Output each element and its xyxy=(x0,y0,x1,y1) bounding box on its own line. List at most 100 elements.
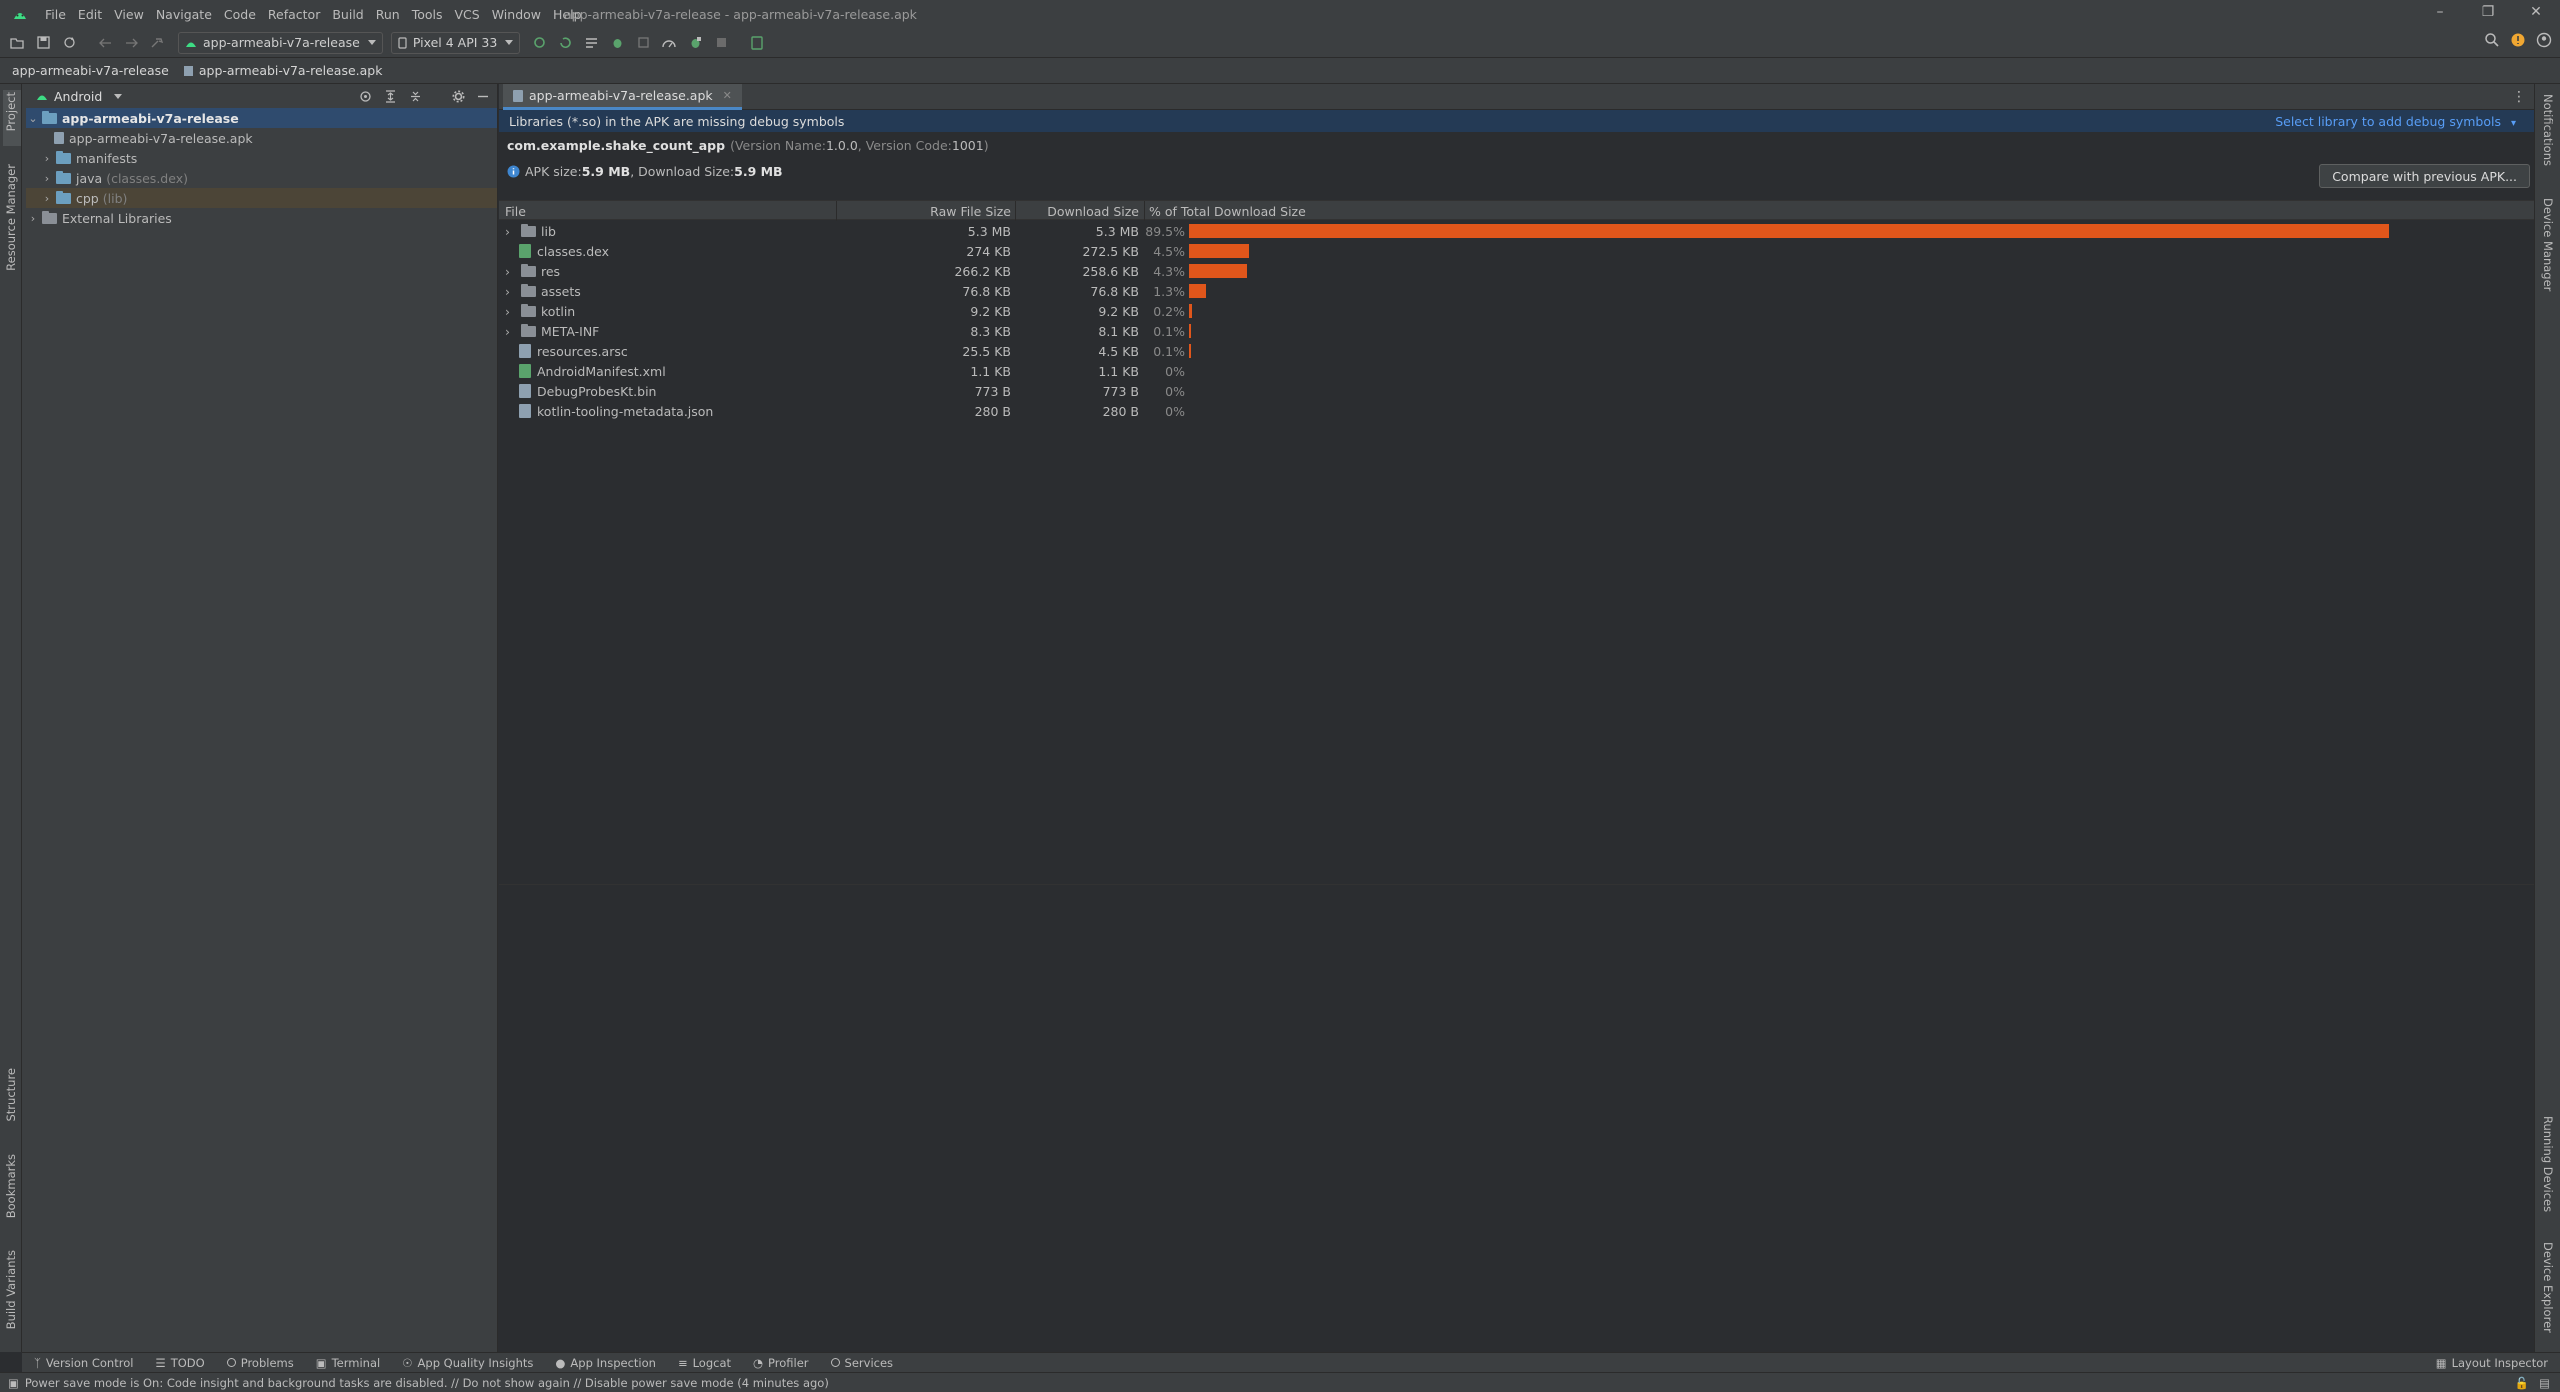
header-file[interactable]: File xyxy=(505,204,526,219)
build-variants-tool-button[interactable]: Build Variants xyxy=(4,1250,18,1330)
chevron-right-icon[interactable]: › xyxy=(505,224,510,239)
restore-icon[interactable]: ❐ xyxy=(2481,4,2495,20)
chevron-right-icon[interactable]: › xyxy=(505,324,510,339)
sync-icon[interactable] xyxy=(58,32,80,54)
menu-view[interactable]: View xyxy=(114,7,144,22)
project-tool-button[interactable]: Project xyxy=(4,92,18,132)
chevron-right-icon[interactable]: › xyxy=(44,191,50,205)
tree-item-manifests[interactable]: › manifests xyxy=(26,148,497,168)
chevron-down-icon[interactable] xyxy=(114,93,123,99)
menu-edit[interactable]: Edit xyxy=(77,7,103,22)
status-message[interactable]: Power save mode is On: Code insight and … xyxy=(24,1375,829,1390)
problems-tool-button[interactable]: Problems xyxy=(226,1356,294,1370)
close-icon[interactable]: ✕ xyxy=(2530,4,2542,20)
table-row[interactable]: classes.dex 274 KB 272.5 KB 4.5% xyxy=(499,241,2534,261)
back-arrow-icon[interactable] xyxy=(94,32,116,54)
profiler-tool-button[interactable]: ◔ Profiler xyxy=(753,1356,809,1370)
tree-item-java[interactable]: › java (classes.dex) xyxy=(26,168,497,188)
services-tool-button[interactable]: Services xyxy=(830,1356,893,1370)
table-row[interactable]: AndroidManifest.xml 1.1 KB 1.1 KB 0% xyxy=(499,361,2534,381)
header-download-size[interactable]: Download Size xyxy=(1047,204,1139,219)
version-control-tool-button[interactable]: ᛉ Version Control xyxy=(34,1355,134,1370)
menu-file[interactable]: File xyxy=(45,7,66,22)
menu-run[interactable]: Run xyxy=(375,7,400,22)
device-manager-tool-button[interactable]: Device Manager xyxy=(2541,198,2555,292)
forward-arrow-icon[interactable] xyxy=(120,32,142,54)
gear-icon[interactable] xyxy=(452,90,465,103)
notifications-tool-button[interactable]: Notifications xyxy=(2541,94,2555,166)
app-quality-insights-tool-button[interactable]: ☉ App Quality Insights xyxy=(402,1356,533,1370)
compare-with-previous-button[interactable]: Compare with previous APK... xyxy=(2319,164,2530,188)
tab-apk[interactable]: app-armeabi-v7a-release.apk ✕ xyxy=(503,84,742,110)
logcat-tool-button[interactable]: ≡ Logcat xyxy=(678,1356,731,1370)
bookmarks-tool-button[interactable]: Bookmarks xyxy=(4,1154,18,1219)
structure-tool-button[interactable]: Structure xyxy=(4,1068,18,1122)
rerun-icon[interactable] xyxy=(528,32,550,54)
menu-help[interactable]: Help xyxy=(553,7,582,22)
resource-manager-tool-button[interactable]: Resource Manager xyxy=(4,164,18,271)
menu-build[interactable]: Build xyxy=(332,7,364,22)
todo-tool-button[interactable]: ☰ TODO xyxy=(155,1356,204,1370)
run-configuration-select[interactable]: app-armeabi-v7a-release xyxy=(178,31,383,54)
hide-panel-icon[interactable] xyxy=(477,90,489,103)
open-folder-icon[interactable] xyxy=(6,32,28,54)
layout-inspector-tool-button[interactable]: ▦ Layout Inspector xyxy=(2436,1356,2548,1370)
breadcrumb-file[interactable]: app-armeabi-v7a-release.apk xyxy=(198,63,383,78)
running-devices-tool-button[interactable]: Running Devices xyxy=(2541,1116,2555,1213)
tree-item-project-root[interactable]: ⌄ app-armeabi-v7a-release xyxy=(26,108,497,128)
terminal-tool-button[interactable]: ▣ Terminal xyxy=(316,1356,380,1370)
updates-icon[interactable] xyxy=(2510,32,2526,48)
debug-bug-icon[interactable] xyxy=(606,32,628,54)
tree-item-cpp[interactable]: › cpp (lib) xyxy=(26,188,497,208)
apply-changes-icon[interactable] xyxy=(554,32,576,54)
chevron-right-icon[interactable]: › xyxy=(505,284,510,299)
more-options-icon[interactable]: ⋮ xyxy=(2512,89,2526,105)
close-tab-icon[interactable]: ✕ xyxy=(722,89,732,102)
menu-window[interactable]: Window xyxy=(491,7,542,22)
chevron-down-icon[interactable]: ⌄ xyxy=(28,111,38,125)
search-icon[interactable] xyxy=(2484,32,2500,48)
menu-tools[interactable]: Tools xyxy=(411,7,443,22)
device-select[interactable]: Pixel 4 API 33 xyxy=(390,31,521,54)
collapse-all-icon[interactable] xyxy=(409,90,422,103)
run-tasks-icon[interactable] xyxy=(580,32,602,54)
table-row[interactable]: › assets 76.8 KB 76.8 KB 1.3% xyxy=(499,281,2534,301)
chevron-right-icon[interactable]: › xyxy=(44,151,50,165)
device-explorer-tool-button[interactable]: Device Explorer xyxy=(2541,1242,2555,1333)
menu-refactor[interactable]: Refactor xyxy=(267,7,321,22)
header-raw-size[interactable]: Raw File Size xyxy=(930,204,1011,219)
chevron-right-icon[interactable]: › xyxy=(44,171,50,185)
build-hammer-icon[interactable] xyxy=(146,32,168,54)
debug-attach-icon[interactable] xyxy=(684,32,706,54)
attach-debugger-icon[interactable] xyxy=(632,32,654,54)
menu-navigate[interactable]: Navigate xyxy=(155,7,212,22)
save-all-icon[interactable] xyxy=(32,32,54,54)
view-mode-select[interactable]: Android xyxy=(54,88,103,104)
panel-divider[interactable] xyxy=(499,884,2534,885)
status-panel-icon[interactable]: ▣ xyxy=(8,1375,19,1390)
expand-all-icon[interactable] xyxy=(384,89,397,103)
breadcrumb-project[interactable]: app-armeabi-v7a-release xyxy=(12,63,169,78)
app-inspection-tool-button[interactable]: ● App Inspection xyxy=(555,1356,656,1370)
table-row[interactable]: › kotlin 9.2 KB 9.2 KB 0.2% xyxy=(499,301,2534,321)
select-library-link[interactable]: Select library to add debug symbols ▾ xyxy=(2275,114,2516,129)
menu-code[interactable]: Code xyxy=(223,7,256,22)
lock-icon[interactable]: 🔓 xyxy=(2514,1375,2530,1390)
table-row[interactable]: › res 266.2 KB 258.6 KB 4.3% xyxy=(499,261,2534,281)
menu-vcs[interactable]: VCS xyxy=(454,7,480,22)
account-icon[interactable] xyxy=(2536,32,2552,48)
chevron-right-icon[interactable]: › xyxy=(30,211,36,225)
profile-icon[interactable] xyxy=(658,32,680,54)
header-percent[interactable]: % of Total Download Size xyxy=(1149,204,1306,219)
notifications-status-icon[interactable]: ▤ xyxy=(2539,1375,2550,1390)
table-row[interactable]: DebugProbesKt.bin 773 B 773 B 0% xyxy=(499,381,2534,401)
locate-file-icon[interactable] xyxy=(359,90,372,103)
stop-icon[interactable] xyxy=(710,32,732,54)
table-row[interactable]: resources.arsc 25.5 KB 4.5 KB 0.1% xyxy=(499,341,2534,361)
tree-item-apk[interactable]: app-armeabi-v7a-release.apk xyxy=(26,128,497,148)
minimize-icon[interactable]: – xyxy=(2436,4,2444,20)
device-manager-icon[interactable] xyxy=(746,32,768,54)
table-row[interactable]: › META-INF 8.3 KB 8.1 KB 0.1% xyxy=(499,321,2534,341)
chevron-right-icon[interactable]: › xyxy=(505,264,510,279)
tree-item-external-libraries[interactable]: › External Libraries xyxy=(26,208,497,228)
